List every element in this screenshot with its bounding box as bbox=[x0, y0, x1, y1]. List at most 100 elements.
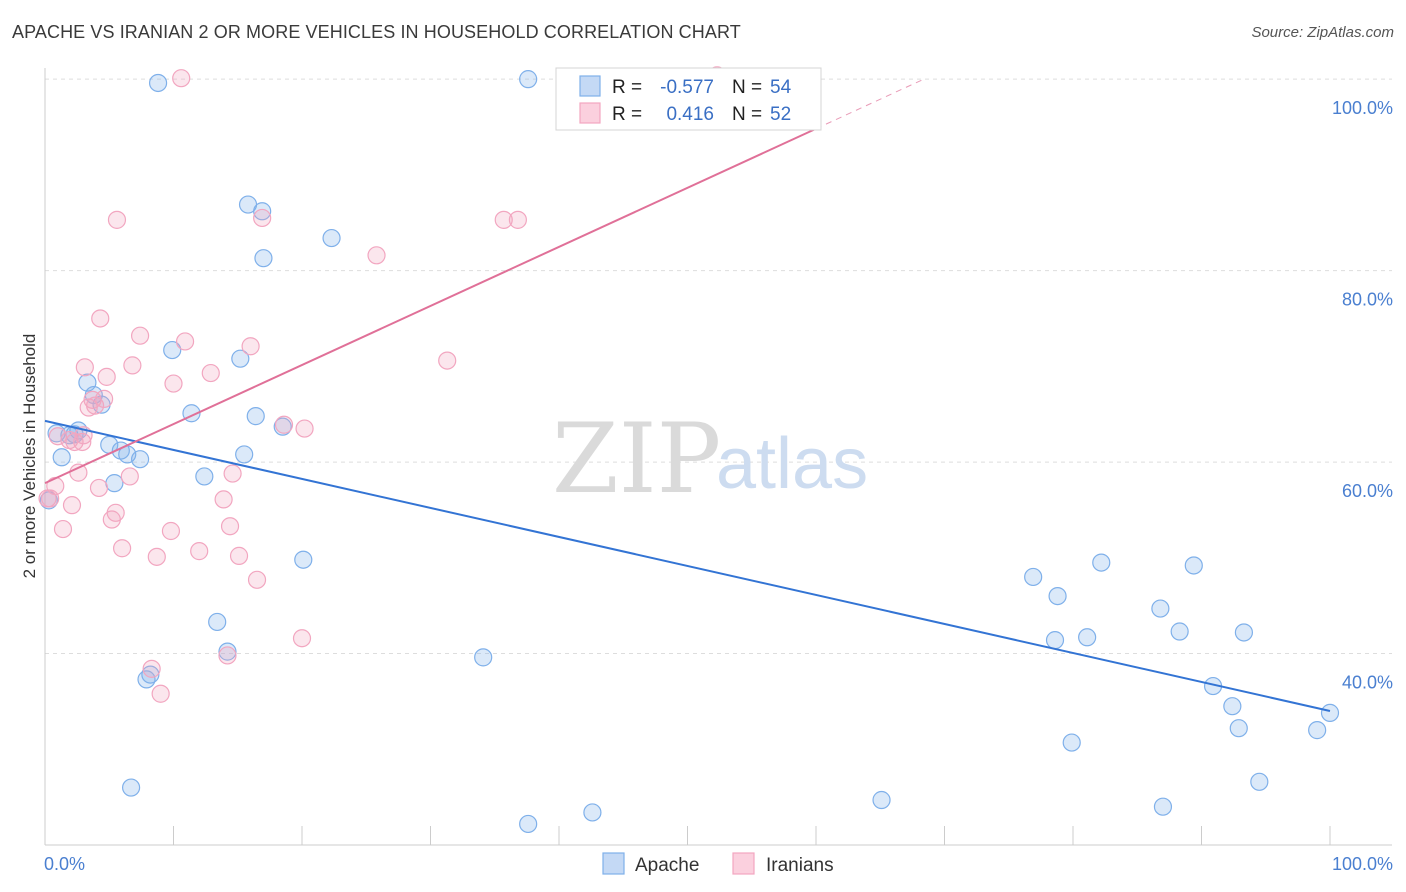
x-tick-label: 100.0% bbox=[1332, 854, 1393, 874]
legend-apache-swatch bbox=[579, 75, 601, 97]
apache-point bbox=[1320, 703, 1340, 722]
apache-point bbox=[235, 445, 254, 464]
apache-point bbox=[148, 73, 168, 93]
apache-point bbox=[105, 474, 124, 493]
iranians-points bbox=[38, 66, 738, 703]
trend-lines bbox=[44, 78, 1331, 712]
iranians-point bbox=[69, 463, 88, 482]
axes bbox=[44, 68, 1392, 846]
iranians-point bbox=[97, 367, 116, 386]
legend-apache-r-label: R = bbox=[612, 77, 642, 98]
apache-point bbox=[231, 349, 250, 368]
iranians-trend-extension bbox=[815, 78, 925, 130]
iranians-point bbox=[508, 210, 527, 229]
apache-point bbox=[322, 228, 341, 248]
iranians-point bbox=[73, 432, 92, 452]
apache-point bbox=[195, 467, 214, 486]
iranians-trend-line bbox=[44, 127, 817, 485]
chart-title: APACHE VS IRANIAN 2 OR MORE VEHICLES IN … bbox=[12, 22, 741, 42]
watermark: ZIP atlas bbox=[552, 403, 868, 515]
apache-point bbox=[1151, 599, 1170, 618]
bottom-legend-iranians-label: Iranians bbox=[766, 855, 834, 876]
iranians-point bbox=[190, 542, 209, 561]
bottom-legend: Apache Iranians bbox=[602, 852, 834, 876]
bottom-legend-apache-label: Apache bbox=[635, 855, 699, 876]
iranians-point bbox=[292, 629, 312, 648]
apache-point bbox=[1153, 797, 1173, 816]
iranians-point bbox=[367, 246, 386, 265]
iranians-point bbox=[91, 309, 110, 328]
apache-point bbox=[1229, 719, 1248, 738]
iranians-point bbox=[106, 503, 125, 522]
apache-point bbox=[208, 612, 227, 632]
iranians-point bbox=[151, 684, 170, 703]
iranians-point bbox=[274, 415, 294, 434]
legend-iranians-r-label: R = bbox=[612, 104, 642, 125]
x-tick-labels: 0.0% 100.0% bbox=[44, 854, 1393, 874]
legend-iranians-r-value: 0.416 bbox=[666, 104, 714, 125]
y-tick-labels: 40.0% 60.0% 80.0% 100.0% bbox=[1332, 98, 1393, 692]
iranians-point bbox=[130, 326, 150, 345]
apache-point bbox=[218, 642, 237, 661]
iranians-point bbox=[86, 396, 105, 415]
iranians-point bbox=[438, 351, 457, 370]
apache-point bbox=[1223, 697, 1242, 716]
iranians-point bbox=[142, 659, 161, 678]
apache-point bbox=[1078, 628, 1097, 647]
iranians-point bbox=[161, 521, 181, 541]
iranians-point bbox=[89, 478, 109, 498]
gridlines bbox=[45, 78, 1392, 655]
apache-point bbox=[519, 814, 538, 834]
legend-iranians-swatch bbox=[579, 102, 601, 124]
bottom-legend-iranians-swatch bbox=[732, 852, 755, 875]
iranians-point bbox=[220, 517, 240, 536]
iranians-point bbox=[295, 419, 314, 438]
iranians-point bbox=[247, 570, 267, 589]
iranians-point bbox=[172, 69, 191, 88]
iranians-point bbox=[253, 208, 272, 228]
apache-point bbox=[1045, 631, 1065, 650]
iranians-point bbox=[75, 358, 94, 377]
iranians-point bbox=[218, 646, 237, 665]
apache-point bbox=[52, 448, 71, 467]
apache-point bbox=[246, 407, 265, 426]
iranians-point bbox=[175, 332, 195, 351]
y-tick-label: 100.0% bbox=[1332, 98, 1393, 118]
x-tick-label: 0.0% bbox=[44, 854, 85, 874]
legend-iranians-n-label: N = bbox=[732, 104, 762, 125]
apache-point bbox=[1092, 553, 1111, 572]
iranians-point bbox=[48, 427, 67, 446]
apache-point bbox=[583, 803, 602, 822]
iranians-point bbox=[494, 210, 513, 229]
apache-point bbox=[1062, 733, 1081, 752]
iranians-point bbox=[223, 464, 242, 483]
y-axis-title: 2 or more Vehicles in Household bbox=[20, 334, 39, 579]
apache-point bbox=[872, 790, 891, 810]
legend-box: R = -0.577 N = 54 R = 0.416 N = 52 bbox=[555, 67, 822, 131]
y-tick-label: 60.0% bbox=[1342, 481, 1393, 501]
apache-point bbox=[121, 778, 141, 797]
apache-point bbox=[1184, 556, 1203, 575]
apache-point bbox=[1250, 772, 1269, 791]
iranians-point bbox=[65, 432, 84, 452]
source-label: Source: ZipAtlas.com bbox=[1251, 24, 1394, 41]
iranians-point bbox=[123, 356, 142, 375]
apache-point bbox=[1048, 586, 1067, 606]
apache-point bbox=[254, 249, 273, 268]
apache-point bbox=[1024, 567, 1043, 587]
apache-point bbox=[163, 340, 182, 360]
apache-trend-line bbox=[44, 419, 1331, 712]
iranians-point bbox=[229, 546, 249, 565]
apache-point bbox=[1234, 623, 1254, 642]
iranians-point bbox=[241, 337, 260, 356]
iranians-point bbox=[62, 496, 82, 515]
apache-point bbox=[1308, 721, 1327, 740]
apache-point bbox=[141, 665, 160, 684]
iranians-point bbox=[107, 210, 127, 229]
legend-apache-n-value: 54 bbox=[770, 77, 792, 98]
iranians-point bbox=[201, 363, 220, 383]
apache-point bbox=[1170, 622, 1189, 641]
legend-apache-r-value: -0.577 bbox=[660, 77, 714, 98]
iranians-point bbox=[147, 547, 166, 566]
apache-point bbox=[519, 70, 538, 89]
